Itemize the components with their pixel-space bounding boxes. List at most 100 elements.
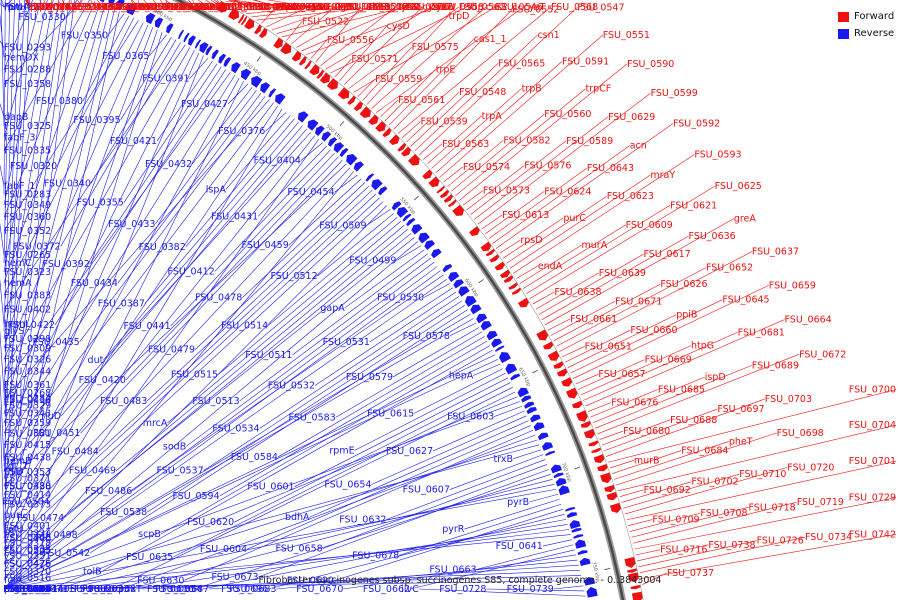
reverse-gene-label: FSU_0658 — [275, 544, 322, 555]
forward-gene-label: cas1_1 — [474, 34, 507, 45]
forward-gene-label: FSU_0559 — [375, 74, 422, 85]
forward-gene-label: FSU_0476 — [102, 2, 149, 13]
label-connector — [502, 217, 564, 259]
label-connector — [98, 193, 377, 452]
label-connector — [214, 149, 331, 272]
label-connector — [3, 401, 520, 590]
label-connector — [286, 21, 303, 41]
forward-gene — [304, 60, 312, 70]
forward-gene-label: FSU_0416 — [134, 2, 181, 13]
forward-gene-label: cysT — [524, 2, 546, 13]
reverse-gene — [495, 345, 505, 352]
reverse-gene-label: FSU_0415 — [4, 440, 51, 451]
label-connector — [292, 253, 428, 356]
label-connector — [3, 201, 384, 551]
reverse-gene-label: FSU_0387 — [98, 299, 145, 310]
reverse-gene — [542, 442, 554, 451]
label-connector — [3, 44, 186, 310]
label-connector — [3, 0, 25, 467]
reverse-gene — [470, 304, 482, 315]
reverse-gene-label: FSU_0395 — [73, 115, 120, 126]
tick-mark — [478, 279, 484, 284]
label-connector — [623, 473, 740, 509]
forward-gene-label: FSU_0734 — [805, 532, 852, 543]
reverse-gene-label: FSU_0359 — [4, 418, 51, 429]
forward-gene-label: FSU_0681 — [738, 327, 785, 338]
label-connector — [3, 29, 158, 487]
reverse-gene-label: FSU_0579 — [346, 372, 393, 383]
reverse-gene-label: glyS — [4, 326, 24, 337]
reverse-gene — [346, 153, 358, 166]
forward-gene — [588, 440, 599, 447]
label-connector — [529, 493, 558, 503]
reverse-gene-label: FSU_0633 — [82, 584, 129, 595]
genome-backbone — [171, 0, 644, 600]
reverse-gene — [187, 35, 196, 46]
label-connector — [147, 305, 465, 513]
forward-gene-label: FSU_0609 — [626, 220, 673, 231]
label-connector — [276, 6, 373, 34]
forward-gene — [571, 400, 583, 409]
label-connector — [291, 6, 335, 45]
label-connector — [296, 6, 369, 48]
reverse-gene-label: FSU_0370 — [4, 567, 51, 578]
reverse-gene-label: FSU_0351 — [4, 551, 51, 562]
label-connector — [3, 24, 149, 360]
reverse-gene — [476, 313, 488, 324]
reverse-gene-label: FSU_0361 — [4, 380, 51, 391]
label-connector — [82, 15, 130, 102]
reverse-gene — [521, 395, 532, 403]
label-connector — [3, 163, 347, 487]
label-connector — [397, 6, 552, 134]
forward-gene-label: FSU_0716 — [660, 545, 707, 556]
label-connector — [3, 52, 200, 496]
reverse-gene-label: FSU_0430 — [4, 481, 51, 492]
map-caption: Fibrobacter succinogenes subsp. succinog… — [258, 575, 662, 586]
forward-gene-label: FSU_0363 — [30, 2, 77, 13]
reverse-gene-label: FSU_0583 — [289, 412, 336, 423]
reverse-gene-label: FSU_0614 — [4, 584, 51, 595]
label-connector — [80, 160, 343, 434]
label-connector — [384, 69, 436, 122]
label-connector — [474, 116, 609, 220]
reverse-gene-label: FSU_0683 — [229, 584, 276, 595]
reverse-gene — [146, 12, 156, 25]
forward-gene-label: mraY — [650, 170, 675, 181]
label-connector — [553, 283, 661, 342]
forward-gene — [436, 185, 446, 194]
forward-gene — [542, 341, 554, 350]
forward-gene-label: FSU_0742 — [849, 529, 896, 540]
forward-gene — [511, 287, 522, 295]
label-connector — [638, 540, 757, 568]
reverse-gene-label: FSU_0505 — [4, 546, 51, 557]
reverse-gene-label: FSU_0610 — [147, 584, 194, 595]
label-connector — [414, 34, 538, 151]
forward-gene — [237, 14, 245, 24]
forward-gene — [597, 463, 608, 472]
reverse-gene-label: pyrB — [507, 497, 529, 508]
forward-gene — [600, 472, 612, 484]
reverse-gene-label: dut — [88, 355, 104, 366]
label-connector — [617, 424, 897, 492]
label-connector — [3, 105, 279, 516]
label-connector — [54, 69, 227, 326]
reverse-gene-label: FSU_0265 — [4, 250, 51, 261]
forward-gene-label: FSU_0551 — [603, 30, 650, 41]
reverse-gene — [584, 577, 596, 586]
reverse-gene-label: FSU_0309 — [4, 343, 51, 354]
forward-gene-label: FSU_0560 — [544, 109, 591, 120]
forward-gene — [428, 176, 440, 188]
label-connector — [603, 408, 718, 452]
label-connector — [601, 419, 671, 446]
forward-gene-label: FSU_0501 — [311, 2, 358, 13]
forward-gene — [485, 248, 496, 257]
reverse-gene-label: FSU_0584 — [231, 452, 278, 463]
label-connector — [553, 585, 584, 590]
forward-gene — [494, 261, 505, 271]
label-connector — [268, 514, 565, 590]
label-connector — [90, 309, 468, 554]
forward-gene-label: FSU_0623 — [607, 191, 654, 202]
forward-gene-label: FSU_0726 — [757, 536, 804, 547]
forward-gene-label: FSU_0680 — [623, 426, 670, 437]
